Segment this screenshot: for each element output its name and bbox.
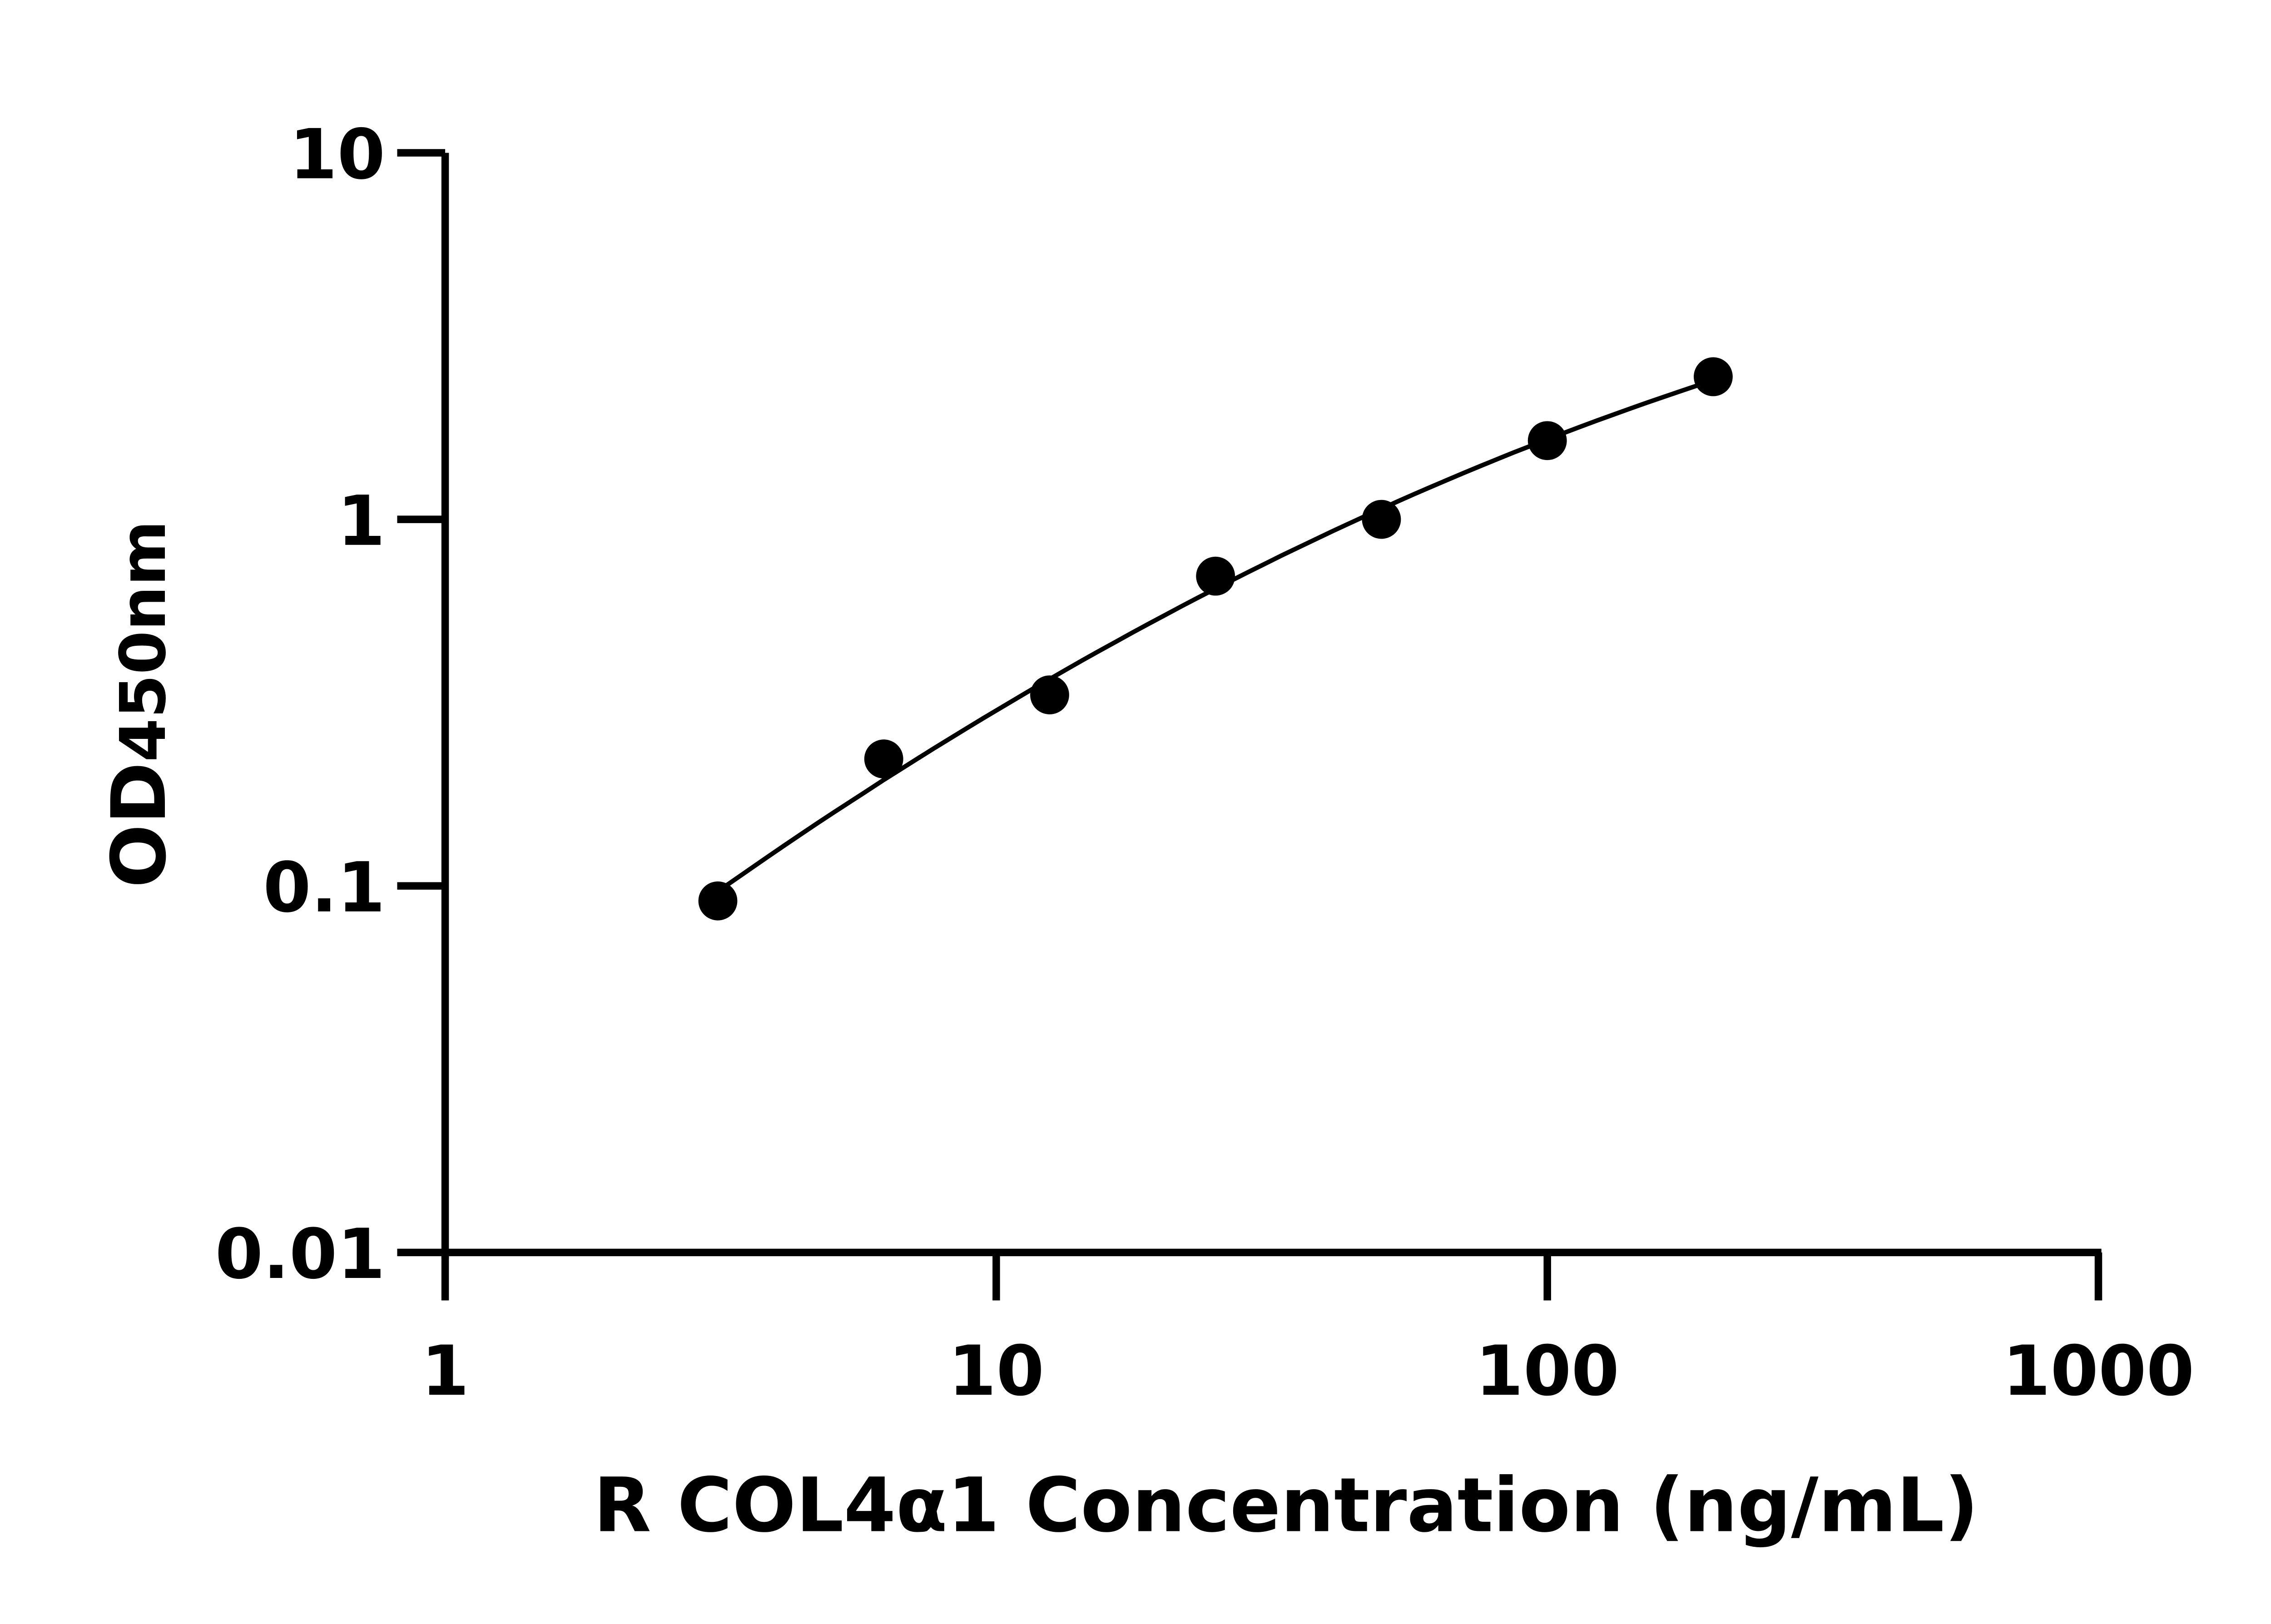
- x-tick-label: 10: [948, 1331, 1044, 1411]
- y-tick-label: 0.01: [215, 1214, 386, 1294]
- x-tick-label: 1: [421, 1331, 469, 1411]
- fit-curve: [716, 378, 1714, 893]
- data-point: [1030, 675, 1069, 715]
- x-tick-label: 100: [1475, 1331, 1619, 1411]
- data-points: [698, 357, 1733, 921]
- y-tick-label: 0.1: [263, 847, 385, 928]
- y-axis-label: OD450nm: [95, 520, 183, 888]
- axes: 0.01 0.1 1 10 1 10 100 1000: [215, 114, 2195, 1411]
- y-axis-label-sub: 450nm: [106, 520, 180, 762]
- x-axis-label: R COL4α1 Concentration (ng/mL): [594, 1461, 1978, 1549]
- data-point: [1694, 357, 1733, 396]
- fit-curve-layer: [716, 378, 1714, 893]
- y-tick-label: 1: [337, 481, 385, 561]
- data-point: [1362, 500, 1401, 539]
- y-axis-label-main: OD: [95, 762, 183, 888]
- x-tick-label: 1000: [2003, 1331, 2194, 1411]
- data-point: [1196, 556, 1235, 596]
- data-point: [864, 739, 903, 779]
- data-point: [1527, 421, 1567, 460]
- data-point: [698, 881, 738, 921]
- svg-text:OD450nm: OD450nm: [95, 520, 183, 888]
- y-tick-label: 10: [289, 114, 385, 195]
